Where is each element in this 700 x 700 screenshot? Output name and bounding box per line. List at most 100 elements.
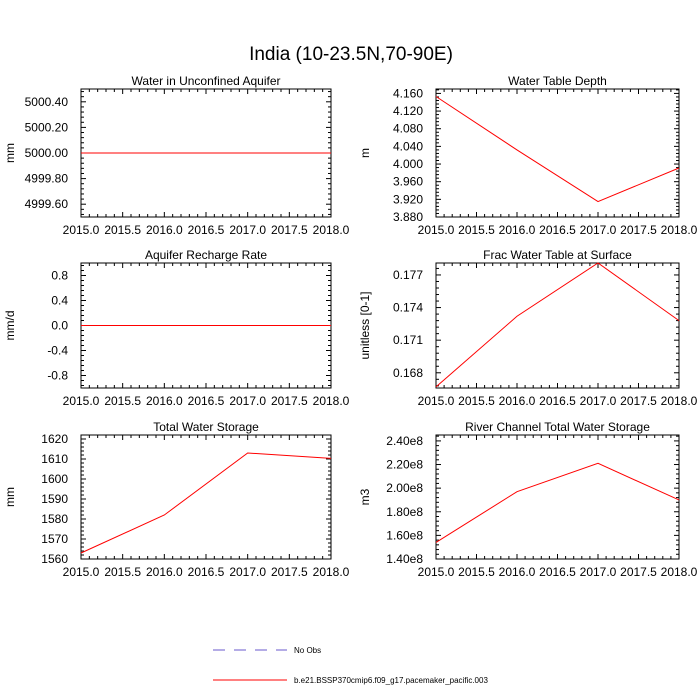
x-tick-label: 2015.5	[458, 394, 495, 408]
y-tick-label: 5000.20	[25, 120, 69, 134]
x-tick-label: 2017.5	[271, 394, 308, 408]
x-tick-label: 2017.0	[580, 223, 617, 237]
panel-frac-water-table-at-surface: Frac Water Table at Surface 2015.0 2015.5 2…	[358, 248, 698, 408]
y-tick-label: 4.080	[393, 122, 423, 136]
x-tick-label: 2018.0	[313, 394, 350, 408]
x-tick-label: 2017.5	[271, 223, 308, 237]
y-tick-label: 1620	[41, 432, 68, 446]
y-tick-label: 1.40e8	[386, 552, 423, 566]
y-tick-label: 2.00e8	[386, 481, 423, 495]
x-tick-label: 2016.5	[539, 223, 576, 237]
x-tick-label: 2018.0	[313, 223, 350, 237]
legend: No Obs b.e21.BSSP370cmip6.f09_g17.pacema…	[213, 646, 488, 685]
x-tick-label: 2018.0	[313, 565, 350, 579]
y-tick-label: 5000.00	[25, 146, 69, 160]
x-tick-label: 2017.0	[580, 565, 617, 579]
y-tick-label: 2.20e8	[386, 458, 423, 472]
series-line-water-table-depth	[435, 96, 680, 203]
x-tick-label: 2015.5	[458, 565, 495, 579]
y-tick-label: 1570	[41, 532, 68, 546]
y-tick-label: 4.000	[393, 157, 423, 171]
x-tick-label: 2015.0	[63, 394, 100, 408]
x-tick-label: 2018.0	[661, 565, 698, 579]
y-tick-label: 4.040	[393, 139, 423, 153]
y-tick-label: 1610	[41, 452, 68, 466]
y-tick-label: 3.960	[393, 175, 423, 189]
panel-total-water-storage: Total Water Storage 2015.0 2015.5 2016.0 201…	[3, 420, 350, 579]
y-axis-label: mm	[3, 143, 17, 163]
x-tick-label: 2016.0	[146, 565, 183, 579]
x-tick-label: 2017.0	[229, 394, 266, 408]
y-tick-label: 0.177	[393, 268, 423, 282]
y-tick-label: 1.80e8	[386, 505, 423, 519]
x-tick-label: 2015.0	[418, 565, 455, 579]
x-tick-label: 2016.5	[188, 565, 225, 579]
x-tick-label: 2015.5	[104, 394, 141, 408]
x-tick-label: 2017.5	[620, 223, 657, 237]
x-tick-label: 2015.5	[458, 223, 495, 237]
x-tick-label: 2016.5	[188, 394, 225, 408]
x-tick-label: 2017.0	[580, 394, 617, 408]
x-tick-label: 2017.5	[620, 565, 657, 579]
x-tick-label: 2015.0	[418, 394, 455, 408]
y-tick-label: 1.60e8	[386, 528, 423, 542]
x-tick-label: 2015.5	[104, 565, 141, 579]
y-tick-label: 0.0	[51, 319, 68, 333]
y-tick-label: -0.8	[47, 369, 68, 383]
x-tick-label: 2015.0	[63, 565, 100, 579]
plot-frame	[80, 434, 332, 560]
y-tick-label: 2.40e8	[386, 434, 423, 448]
y-tick-label: 0.171	[393, 333, 423, 347]
panel-title: Water Table Depth	[508, 74, 607, 88]
y-tick-label: 0.174	[393, 301, 423, 315]
y-tick-label: 4999.80	[25, 172, 69, 186]
x-tick-label: 2016.0	[499, 565, 536, 579]
x-tick-label: 2017.5	[620, 394, 657, 408]
series-line-river-channel-total-water-storage	[435, 462, 680, 543]
y-axis-label: m	[358, 148, 372, 158]
x-tick-label: 2015.0	[418, 223, 455, 237]
x-tick-label: 2016.0	[499, 394, 536, 408]
x-tick-label: 2016.5	[539, 565, 576, 579]
series-line-total-water-storage	[80, 452, 332, 554]
y-tick-label: 3.920	[393, 192, 423, 206]
panel-aquifer-recharge-rate: Aquifer Recharge Rate 2015.0 2015.5 2016.0 2…	[3, 248, 350, 408]
y-axis-label: unitless [0-1]	[358, 291, 372, 359]
y-tick-label: 5000.40	[25, 95, 69, 109]
x-tick-label: 2016.0	[499, 223, 536, 237]
y-tick-label: 1600	[41, 472, 68, 486]
y-tick-label: 0.4	[51, 294, 68, 308]
panel-water-in-unconfined-aquifer: Water in Unconfined Aquifer 2015.0 2015.5 2…	[3, 74, 350, 237]
y-tick-label: 1590	[41, 492, 68, 506]
y-tick-label: 4999.60	[25, 197, 69, 211]
figure-title: India (10-23.5N,70-90E)	[249, 44, 453, 65]
x-tick-label: 2015.0	[63, 223, 100, 237]
x-tick-label: 2017.0	[229, 223, 266, 237]
y-tick-label: 1560	[41, 552, 68, 566]
y-tick-label: 0.168	[393, 366, 423, 380]
y-axis-label: mm	[3, 487, 17, 507]
y-axis-label: m3	[358, 488, 372, 505]
plot-frame	[435, 88, 680, 218]
x-tick-label: 2017.0	[229, 565, 266, 579]
y-tick-label: 1580	[41, 512, 68, 526]
plot-frame	[435, 434, 680, 560]
panel-title: Total Water Storage	[153, 420, 259, 434]
panel-title: Water in Unconfined Aquifer	[132, 74, 281, 88]
x-tick-label: 2016.5	[188, 223, 225, 237]
panel-title: River Channel Total Water Storage	[465, 420, 650, 434]
x-tick-label: 2018.0	[661, 223, 698, 237]
y-tick-label: -0.4	[47, 344, 68, 358]
legend-label-no-obs: No Obs	[294, 646, 321, 655]
y-axis-label: mm/d	[3, 311, 17, 341]
x-tick-label: 2016.0	[146, 394, 183, 408]
x-tick-label: 2018.0	[661, 394, 698, 408]
legend-label-series: b.e21.BSSP370cmip6.f09_g17.pacemaker_pac…	[294, 676, 488, 685]
x-tick-label: 2015.5	[104, 223, 141, 237]
y-tick-label: 4.160	[393, 86, 423, 100]
x-tick-label: 2016.5	[539, 394, 576, 408]
y-tick-label: 3.880	[393, 210, 423, 224]
